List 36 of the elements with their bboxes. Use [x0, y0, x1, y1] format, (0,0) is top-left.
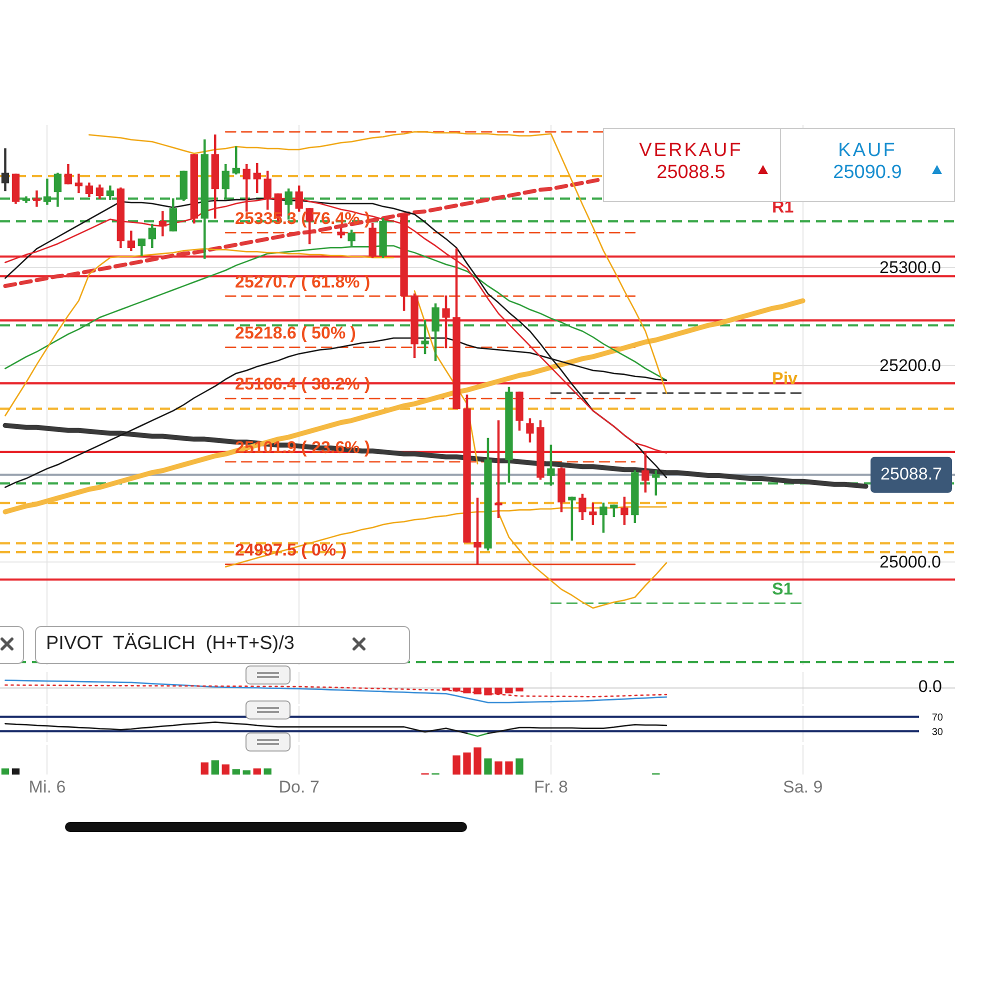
bar — [474, 747, 482, 775]
annotation: 25088.5 — [656, 162, 726, 184]
bar — [463, 752, 471, 775]
bar — [232, 769, 240, 775]
annotation: PIVOT TÄGLICH (H+T+S)/3 — [46, 633, 296, 655]
bar — [264, 768, 272, 775]
y-tick-label: 70 — [932, 712, 944, 724]
bar — [211, 760, 219, 775]
y-tick-label: 25200.0 — [880, 356, 941, 376]
annotation: VERKAUF — [638, 140, 744, 162]
bar — [484, 758, 492, 775]
annotation: 25090.9 — [832, 162, 903, 184]
bar — [253, 768, 261, 775]
annotation: KAUF — [837, 140, 898, 162]
x-tick-label: Do. 7 — [278, 777, 320, 796]
bar — [505, 761, 513, 775]
bar — [200, 762, 208, 775]
y-tick-label: 30 — [932, 726, 944, 738]
annotation: 25218.6 ( 50% ) — [235, 323, 356, 342]
bar — [516, 758, 524, 775]
bar — [1, 768, 10, 775]
x-tick-label: Fr. 8 — [534, 777, 568, 796]
x-tick-label: Mi. 6 — [28, 777, 66, 796]
candlestick — [32, 190, 41, 207]
annotation: 25270.7 ( 61.8% ) — [235, 272, 370, 292]
bar — [242, 770, 250, 775]
ref-line-label: 25088.7 — [880, 464, 942, 484]
annotation: S1 — [772, 579, 793, 598]
y-tick-label: 25000.0 — [880, 552, 941, 572]
y-tick-label: 25300.0 — [880, 258, 941, 278]
bar — [222, 764, 230, 775]
bar — [12, 768, 20, 775]
x-tick-label: Sa. 9 — [782, 777, 823, 796]
bar — [452, 755, 460, 775]
bar — [494, 761, 502, 775]
annotation: 0.0 — [917, 677, 942, 697]
